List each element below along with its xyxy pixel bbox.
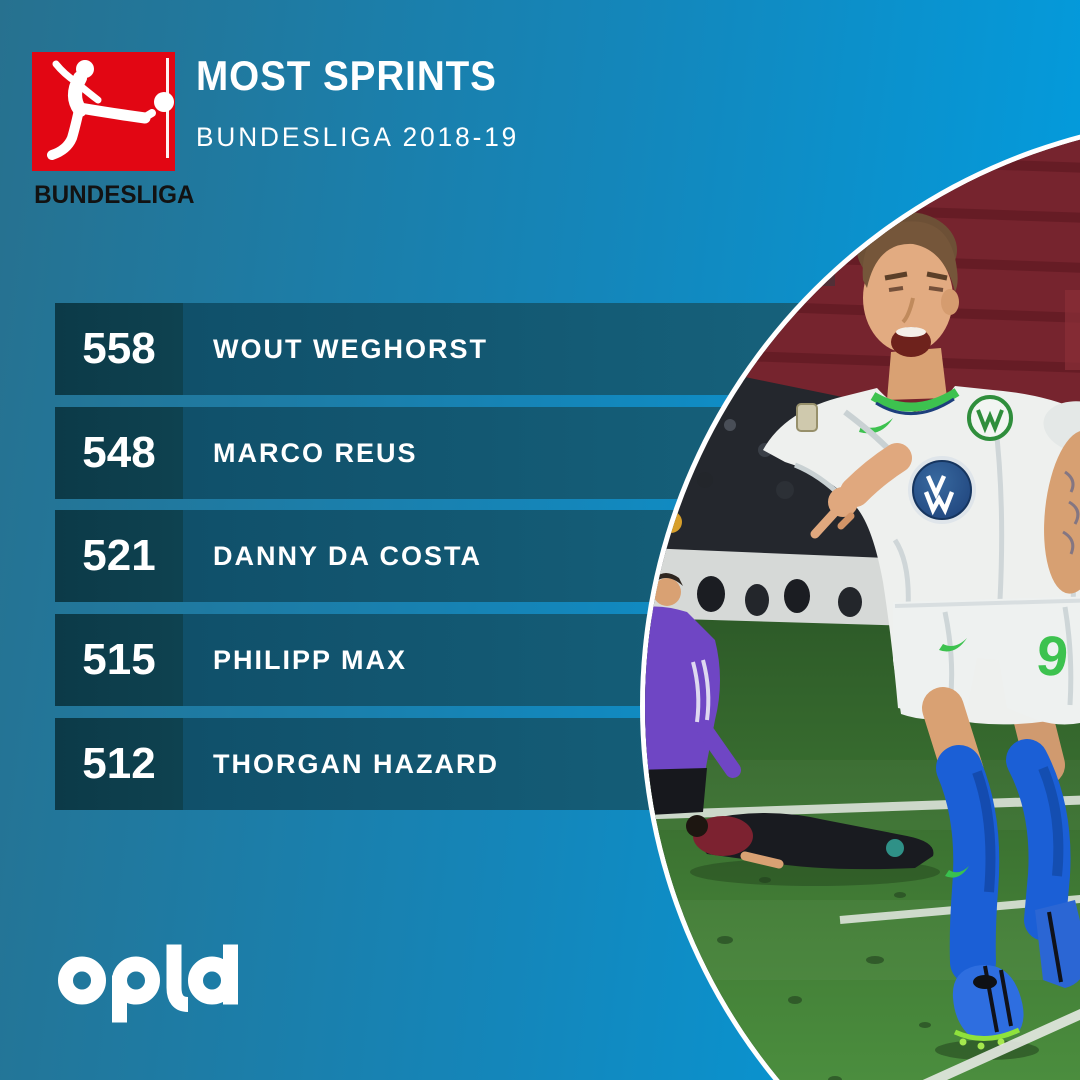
nike-swoosh-icon (939, 638, 967, 652)
front-boot (952, 965, 1024, 1040)
nike-swoosh-icon (945, 866, 969, 878)
pitch-line (645, 795, 1080, 820)
rear-boot (1035, 900, 1080, 988)
sprint-count: 548 (55, 407, 183, 499)
player-photo: 9 (640, 115, 1080, 1080)
green-collar (870, 388, 960, 412)
jersey-number: 9 (1034, 623, 1072, 689)
stadium-scene: 9 (645, 120, 1080, 1080)
bundesliga-logo (32, 52, 175, 171)
pointing-finger (810, 507, 840, 539)
cup-patch-icon (796, 403, 818, 432)
page-title: MOST SPRINTS (196, 52, 497, 99)
bundesliga-figure-icon (47, 60, 174, 160)
sprint-count: 512 (55, 718, 183, 810)
header-divider (166, 58, 169, 158)
bundesliga-wordmark: BUNDESLIGA (34, 181, 195, 209)
hair (862, 221, 958, 292)
celebrating-player-figure: 9 (763, 212, 1080, 1060)
fallen-player-figure (686, 813, 940, 886)
sprint-count: 515 (55, 614, 183, 706)
goalkeeper-figure (645, 573, 741, 816)
vw-badge-icon (908, 456, 976, 524)
player-photo-clip: 9 (645, 120, 1080, 1080)
sprint-count: 521 (55, 510, 183, 602)
pitch-line (839, 894, 1080, 924)
sprint-count: 558 (55, 303, 183, 395)
bundesliga-logo-block: BUNDESLIGA (32, 52, 195, 210)
club-crest-icon (967, 395, 1013, 441)
page-subtitle: BUNDESLIGA 2018-19 (196, 122, 520, 152)
ball-icon (154, 92, 174, 112)
opta-logo (58, 944, 238, 1023)
pitch-line (922, 1008, 1080, 1080)
